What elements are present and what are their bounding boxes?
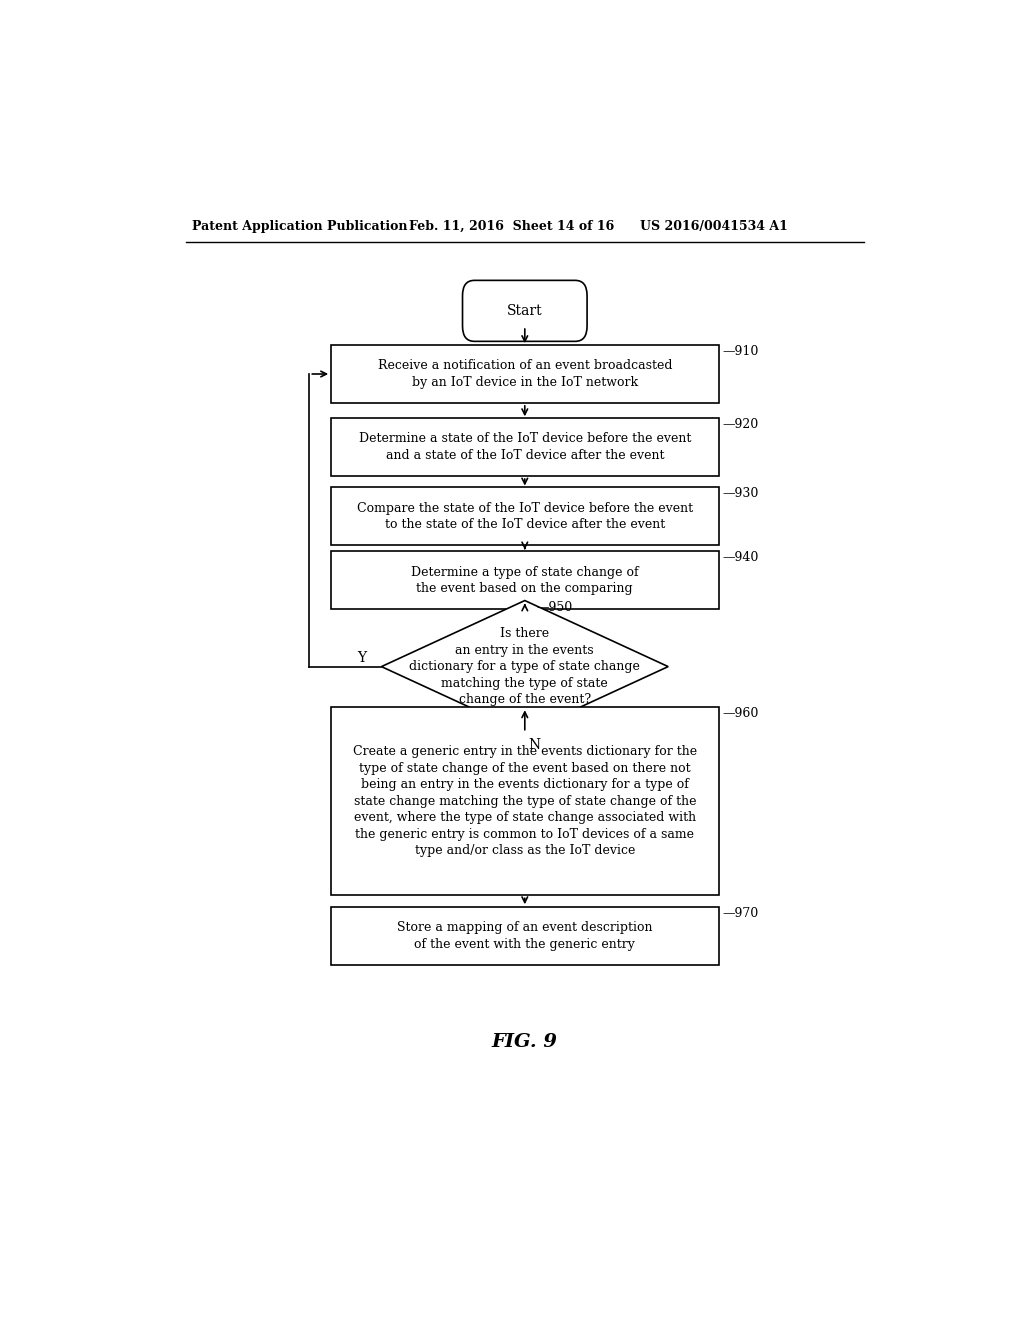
Bar	[331, 345, 719, 403]
Text: Store a mapping of an event description
of the event with the generic entry: Store a mapping of an event description …	[397, 921, 652, 950]
Bar	[331, 552, 719, 610]
Text: N: N	[528, 738, 541, 752]
Text: US 2016/0041534 A1: US 2016/0041534 A1	[640, 219, 787, 232]
Text: Compare the state of the IoT device before the event
to the state of the IoT dev: Compare the state of the IoT device befo…	[356, 502, 693, 531]
Text: —950: —950	[537, 601, 572, 614]
Text: —910: —910	[723, 345, 759, 358]
Bar	[331, 907, 719, 965]
Text: —940: —940	[723, 552, 759, 565]
Bar	[331, 487, 719, 545]
Polygon shape	[381, 601, 669, 733]
Text: Start: Start	[507, 304, 543, 318]
Text: Determine a type of state change of
the event based on the comparing: Determine a type of state change of the …	[411, 565, 639, 595]
Text: —930: —930	[723, 487, 759, 500]
Bar	[331, 418, 719, 477]
FancyBboxPatch shape	[463, 280, 587, 342]
Text: Receive a notification of an event broadcasted
by an IoT device in the IoT netwo: Receive a notification of an event broad…	[378, 359, 672, 389]
Text: Is there
an entry in the events
dictionary for a type of state change
matching t: Is there an entry in the events dictiona…	[410, 627, 640, 706]
Text: Determine a state of the IoT device before the event
and a state of the IoT devi: Determine a state of the IoT device befo…	[358, 433, 691, 462]
Text: FIG. 9: FIG. 9	[492, 1034, 558, 1051]
Text: —970: —970	[723, 907, 759, 920]
Text: Feb. 11, 2016  Sheet 14 of 16: Feb. 11, 2016 Sheet 14 of 16	[410, 219, 614, 232]
Text: Y: Y	[357, 652, 367, 665]
Text: Create a generic entry in the events dictionary for the
type of state change of : Create a generic entry in the events dic…	[352, 746, 697, 858]
Bar	[331, 708, 719, 895]
Text: —960: —960	[723, 708, 759, 721]
Text: —920: —920	[723, 418, 759, 432]
Text: Patent Application Publication: Patent Application Publication	[191, 219, 408, 232]
